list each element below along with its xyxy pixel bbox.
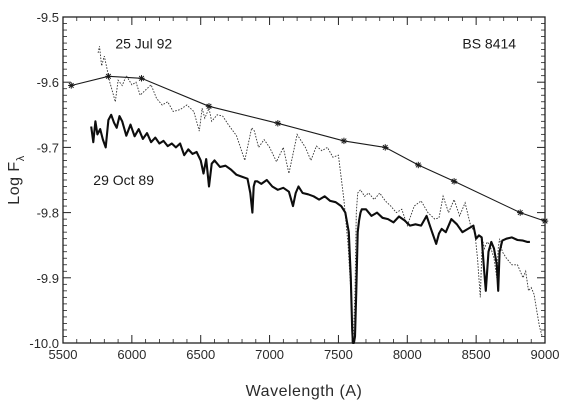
star-marker-stroke xyxy=(542,218,548,224)
y-tick-label: -10.0 xyxy=(29,336,59,351)
x-axis-title: Wavelength (A) xyxy=(246,383,363,400)
axis-labels: 5500 6000 6500 7000 7500 8000 8500 9000 -9.5 -9.6… xyxy=(6,10,559,400)
star-marker xyxy=(105,73,112,80)
x-tick-label: 9000 xyxy=(531,347,560,362)
envelope-line xyxy=(71,75,546,222)
star-marker-stroke xyxy=(415,162,421,168)
star-marker-stroke xyxy=(275,120,281,126)
x-tick-label: 5500 xyxy=(49,347,78,362)
x-tick-label: 7500 xyxy=(324,347,353,362)
star-marker-stroke xyxy=(517,209,523,216)
x-tick-label: 7000 xyxy=(255,347,284,362)
axis-ticks xyxy=(62,16,546,344)
star-marker xyxy=(340,137,348,145)
y-tick-label: -9.8 xyxy=(37,206,59,221)
spectrum-29-oct-89-line xyxy=(90,113,530,345)
x-tick-label: 6500 xyxy=(186,347,215,362)
star-marker xyxy=(450,178,458,185)
star-marker-stroke xyxy=(451,178,457,184)
y-tick-label: -9.5 xyxy=(37,10,59,25)
x-tick-label: 8000 xyxy=(393,347,422,362)
star-marker-stroke xyxy=(138,75,145,81)
x-tick-label: 6000 xyxy=(117,347,146,362)
y-axis-title-main: Log F xyxy=(6,161,23,204)
star-marker xyxy=(205,103,213,110)
star-marker xyxy=(415,161,422,169)
star-marker-stroke xyxy=(341,138,347,144)
annotation-label: 29 Oct 89 xyxy=(93,172,154,188)
star-marker xyxy=(274,120,282,127)
star-markers xyxy=(68,73,549,225)
star-marker-stroke xyxy=(382,144,388,151)
star-marker xyxy=(138,75,145,82)
annotations: 25 Jul 92 BS 8414 29 Oct 89 xyxy=(93,35,516,188)
star-marker xyxy=(541,217,549,225)
spectrum-25-jul-92-line xyxy=(97,46,543,344)
star-marker xyxy=(68,82,75,89)
annotation-label: 25 Jul 92 xyxy=(115,35,172,51)
star-marker-stroke xyxy=(206,103,212,109)
x-tick-label: 8500 xyxy=(462,347,491,362)
series-lines xyxy=(71,46,546,345)
annotation-label: BS 8414 xyxy=(462,35,516,51)
y-tick-label: -9.7 xyxy=(37,140,59,155)
star-marker-stroke xyxy=(105,73,112,79)
star-marker xyxy=(382,144,389,151)
y-tick-label: -9.6 xyxy=(37,75,59,90)
y-axis-title-subscript: λ xyxy=(15,155,27,161)
y-axis-title: Log Fλ xyxy=(6,155,27,204)
y-tick-label: -9.9 xyxy=(37,271,59,286)
star-marker-stroke xyxy=(68,82,74,89)
star-marker xyxy=(517,209,524,216)
